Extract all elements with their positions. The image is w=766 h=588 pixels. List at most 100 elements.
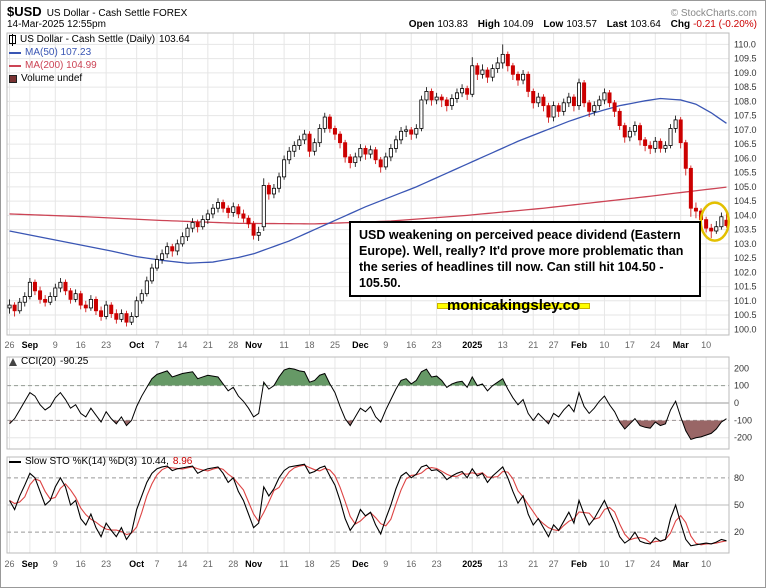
svg-text:Feb: Feb: [571, 340, 588, 350]
svg-text:105.0: 105.0: [734, 182, 757, 192]
svg-text:104.5: 104.5: [734, 196, 757, 206]
stochastic-k-value: 10.44,: [141, 456, 169, 467]
price-panel: 110.0 109.5 109.0 108.5 108.0 107.5 107.0 106.5…: [1, 31, 765, 353]
svg-text:17: 17: [625, 559, 635, 569]
chg-label: Chg: [670, 19, 691, 30]
cci-label: CCI(20): [21, 356, 57, 367]
svg-text:10: 10: [701, 559, 711, 569]
svg-text:20: 20: [734, 527, 744, 537]
svg-text:23: 23: [101, 340, 111, 350]
stochastic-label: Slow STO %K(14) %D(3): [25, 456, 138, 467]
svg-text:21: 21: [203, 559, 213, 569]
svg-text:10: 10: [599, 559, 609, 569]
quote-strip: Open 103.83 High 104.09 Low 103.57 Last 103.…: [402, 19, 757, 30]
svg-text:27: 27: [549, 340, 559, 350]
svg-text:17: 17: [625, 340, 635, 350]
copyright: © StockCharts.com: [670, 8, 757, 19]
svg-text:16: 16: [406, 340, 416, 350]
svg-text:25: 25: [330, 559, 340, 569]
svg-text:9: 9: [383, 340, 388, 350]
svg-text:103.5: 103.5: [734, 225, 757, 235]
svg-text:200: 200: [734, 363, 749, 373]
svg-text:16: 16: [406, 559, 416, 569]
stochastic-chart-canvas: 80 50 20 26 Sep 9 16 23 Oct 7 14 21 28 Nov 11 18 25 Dec 9 1…: [5, 456, 744, 569]
svg-text:Nov: Nov: [245, 340, 262, 350]
open-label: Open: [408, 19, 435, 30]
svg-text:Dec: Dec: [352, 559, 369, 569]
svg-text:13: 13: [498, 559, 508, 569]
svg-text:Sep: Sep: [22, 340, 39, 350]
svg-text:2025: 2025: [462, 559, 482, 569]
svg-text:100.5: 100.5: [734, 310, 757, 320]
high-value: 104.09: [502, 19, 534, 30]
svg-text:101.5: 101.5: [734, 282, 757, 292]
svg-text:Feb: Feb: [571, 559, 588, 569]
svg-text:18: 18: [305, 559, 315, 569]
cci-value: -90.25: [60, 356, 89, 367]
svg-text:80: 80: [734, 473, 744, 483]
svg-text:101.0: 101.0: [734, 296, 757, 306]
svg-text:21: 21: [528, 559, 538, 569]
chg-value: -0.21 (-0.20%): [693, 19, 757, 30]
svg-text:16: 16: [76, 340, 86, 350]
svg-text:Nov: Nov: [245, 559, 262, 569]
svg-text:18: 18: [305, 340, 315, 350]
last-value: 103.64: [630, 19, 661, 30]
stochastic-line-icon: [9, 460, 21, 463]
symbol: $USD: [7, 4, 42, 19]
svg-text:106.5: 106.5: [734, 139, 757, 149]
volume-label: Volume undef: [21, 73, 83, 84]
svg-text:23: 23: [101, 559, 111, 569]
svg-text:109.5: 109.5: [734, 54, 757, 64]
svg-text:108.5: 108.5: [734, 82, 757, 92]
svg-text:26: 26: [5, 340, 15, 350]
svg-text:28: 28: [228, 340, 238, 350]
svg-text:100: 100: [734, 381, 749, 391]
cci-legend: CCI(20) -90.25: [9, 355, 88, 368]
svg-text:Oct: Oct: [129, 340, 144, 350]
series-last-value: 103.64: [159, 34, 190, 45]
svg-text:107.0: 107.0: [734, 125, 757, 135]
stochastic-legend: Slow STO %K(14) %D(3) 10.44, 8.96: [9, 455, 192, 468]
svg-text:7: 7: [154, 559, 159, 569]
svg-text:28: 28: [228, 559, 238, 569]
ma200-line-icon: [9, 64, 21, 67]
svg-text:103.0: 103.0: [734, 239, 757, 249]
annotation-box: USD weakening on perceived peace dividen…: [349, 221, 701, 297]
chart-header: $USD US Dollar - Cash Settle FOREX © Sto…: [1, 1, 765, 31]
cci-panel: 200 100 0 -100 -200 CCI(20) -90.25: [1, 353, 765, 453]
series-title: US Dollar - Cash Settle (Daily): [20, 34, 156, 45]
svg-text:21: 21: [528, 340, 538, 350]
svg-text:9: 9: [383, 559, 388, 569]
svg-text:107.5: 107.5: [734, 111, 757, 121]
last-label: Last: [606, 19, 628, 30]
svg-text:-100: -100: [734, 415, 752, 425]
cci-chart-canvas: 200 100 0 -100 -200: [6, 356, 752, 450]
ma200-label: MA(200) 104.99: [25, 60, 97, 71]
svg-text:100.0: 100.0: [734, 324, 757, 334]
stochastic-d-value: 8.96: [172, 456, 193, 467]
symbol-description: US Dollar - Cash Settle FOREX: [46, 8, 188, 19]
timestamp: 14-Mar-2025 12:55pm: [7, 19, 106, 30]
svg-text:0: 0: [734, 398, 739, 408]
svg-text:109.0: 109.0: [734, 68, 757, 78]
svg-text:Oct: Oct: [129, 559, 144, 569]
svg-text:105.5: 105.5: [734, 168, 757, 178]
open-value: 103.83: [437, 19, 468, 30]
svg-text:13: 13: [498, 340, 508, 350]
svg-text:7: 7: [154, 340, 159, 350]
svg-text:27: 27: [549, 559, 559, 569]
svg-text:11: 11: [279, 559, 288, 569]
svg-text:10: 10: [599, 340, 609, 350]
low-label: Low: [543, 19, 564, 30]
high-label: High: [477, 19, 500, 30]
cci-icon: [9, 357, 17, 366]
stochastic-panel: 80 50 20 26 Sep 9 16 23 Oct 7 14 21 28 Nov 11 18 25 Dec 9 1…: [1, 453, 765, 575]
main-chart-legend: US Dollar - Cash Settle (Daily) 103.64 M…: [9, 33, 190, 85]
svg-text:Sep: Sep: [22, 559, 39, 569]
svg-text:102.0: 102.0: [734, 267, 757, 277]
svg-text:21: 21: [203, 340, 213, 350]
svg-text:14: 14: [177, 340, 187, 350]
ma50-line-icon: [9, 51, 21, 54]
svg-text:2025: 2025: [462, 340, 482, 350]
